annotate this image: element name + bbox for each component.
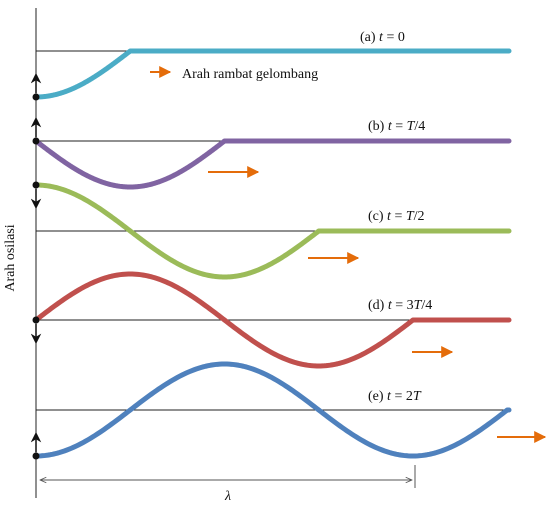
wave-c — [33, 182, 512, 280]
panel-label-d: (d) t = 3T/4 — [368, 298, 432, 313]
source-point-b — [32, 137, 40, 145]
wavelength-symbol: λ — [224, 489, 231, 504]
panel-label-e: (e) t = 2T — [368, 389, 422, 404]
propagation-label: Arah rambat gelombang — [182, 67, 318, 82]
panel-label-b: (b) t = T/4 — [368, 119, 425, 134]
panel-label-a: (a) t = 0 — [360, 30, 405, 45]
wave-e — [33, 361, 512, 459]
propagation-arrows — [150, 66, 547, 443]
waves — [33, 48, 512, 459]
source-point-a — [32, 93, 40, 101]
panel-labels: (a) t = 0 (b) t = T/4 (c) t = T/2 (d) t = 3… — [360, 30, 432, 404]
wave-a — [33, 48, 512, 100]
wave-d — [33, 271, 512, 369]
y-axis-label: Arah osilasi — [3, 224, 18, 291]
wave-b — [33, 138, 512, 190]
source-point-d — [32, 316, 40, 324]
source-point-c — [32, 181, 40, 189]
source-markers — [30, 72, 42, 460]
panel-label-c: (c) t = T/2 — [368, 209, 425, 224]
source-point-e — [32, 452, 40, 460]
